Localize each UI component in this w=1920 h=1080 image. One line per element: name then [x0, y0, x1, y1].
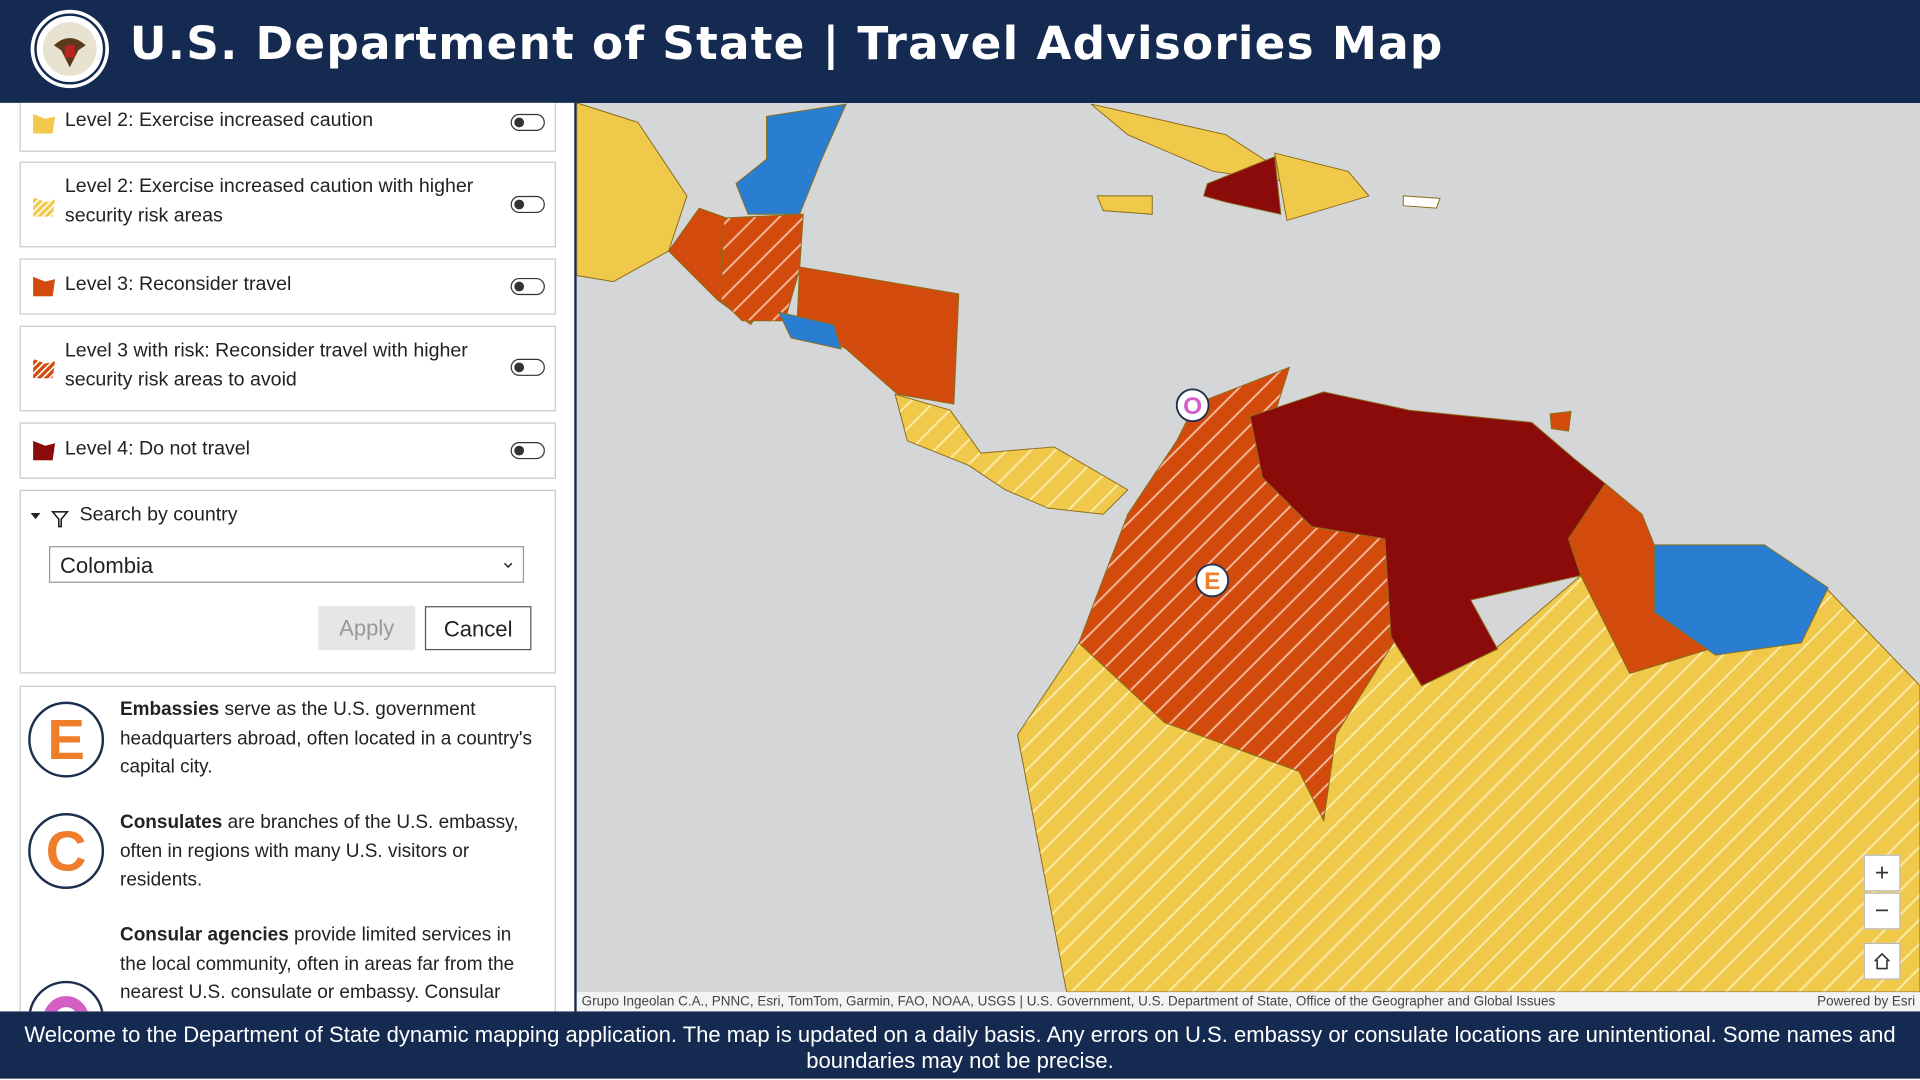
layer-item: Level 4: Do not travel — [19, 422, 556, 479]
agency-ring — [44, 996, 88, 1012]
layer-label: Level 2: Exercise increased caution — [64, 110, 374, 132]
marker-label: O — [1183, 393, 1202, 420]
layer-icon — [33, 276, 56, 297]
layer-label: Level 3 with risk: Reconsider travel wit… — [64, 340, 468, 391]
layer-icon — [33, 358, 56, 379]
legend-item: Consulates are branches of the U.S. emba… — [120, 808, 536, 894]
layer-toggle[interactable] — [510, 358, 545, 376]
filter-icon[interactable] — [30, 511, 70, 528]
layer-item: Level 3: Reconsider travel — [19, 258, 556, 315]
layer-item: Level 2: Exercise increased caution with… — [19, 161, 556, 248]
legend-term: Consulates — [120, 811, 223, 833]
chevron — [503, 562, 513, 569]
country-select[interactable]: Colombia — [48, 546, 525, 583]
cancel-button[interactable]: Cancel — [424, 606, 532, 651]
layer-icon — [33, 113, 56, 134]
legend-text: serve as the U.S. government headquarter… — [120, 699, 532, 778]
header: U.S. Department of State | Travel Adviso… — [0, 0, 1920, 105]
legend-item: Embassies serve as the U.S. government h… — [120, 696, 536, 782]
attribution-bar — [576, 991, 1920, 1012]
legend-card: E Embassies serve as the U.S. government… — [19, 685, 556, 1012]
layer-label: Level 3: Reconsider travel — [64, 274, 292, 296]
seal — [30, 9, 109, 89]
apply-button[interactable]: Apply — [318, 606, 416, 651]
layer-label: Level 2: Exercise increased caution with… — [64, 176, 474, 227]
footer: Welcome to the Department of State dynam… — [0, 1011, 1920, 1079]
consulate-icon: C — [28, 813, 105, 889]
embassy-icon: E — [28, 701, 105, 778]
legend-text: provide limited services in the local co… — [120, 924, 515, 1003]
layer-toggle[interactable] — [510, 277, 545, 296]
layer-toggle[interactable] — [510, 113, 545, 132]
title: U.S. Department of State | Travel Adviso… — [129, 17, 1444, 70]
marker-label: E — [1204, 568, 1220, 595]
search-label: Search by country — [79, 504, 238, 526]
layer-toggle[interactable] — [510, 195, 545, 214]
legend-term: Embassies — [120, 699, 220, 721]
legend-item: Consular agencies provide limited servic… — [120, 921, 536, 1007]
countries — [576, 102, 1920, 993]
map-marker[interactable]: O — [1175, 388, 1210, 423]
map[interactable]: O E Grupo Ingeolan C.A., PNNC, Esri, Tom… — [576, 102, 1920, 1012]
attribution: Grupo Ingeolan C.A., PNNC, Esri, TomTom,… — [582, 993, 1556, 1008]
zoom-out[interactable]: − — [1863, 892, 1901, 930]
home-icon — [1874, 952, 1890, 970]
zoom-in[interactable]: + — [1863, 854, 1901, 892]
selected-country: Colombia — [60, 553, 154, 578]
search-card: Search by country Colombia Apply Cancel — [19, 489, 556, 674]
footer-text: Welcome to the Department of State dynam… — [24, 1022, 1896, 1073]
home-button[interactable] — [1863, 942, 1901, 980]
layer-icon — [33, 440, 56, 461]
layer-icon — [33, 197, 56, 217]
layer-item: Level 3 with risk: Reconsider travel wit… — [19, 325, 556, 412]
powered-by: Powered by Esri — [1817, 993, 1915, 1008]
legend-term: Consular agencies — [120, 924, 289, 946]
agency-icon — [28, 980, 105, 1012]
map-marker[interactable]: E — [1195, 563, 1230, 598]
side-panel: Level 2: Exercise increased caution Leve… — [0, 102, 577, 1012]
layer-item: Level 2: Exercise increased caution — [19, 102, 556, 152]
layer-label: Level 4: Do not travel — [64, 438, 251, 460]
legend-text: are branches of the U.S. embassy, often … — [120, 811, 519, 891]
layer-toggle[interactable] — [510, 442, 545, 460]
